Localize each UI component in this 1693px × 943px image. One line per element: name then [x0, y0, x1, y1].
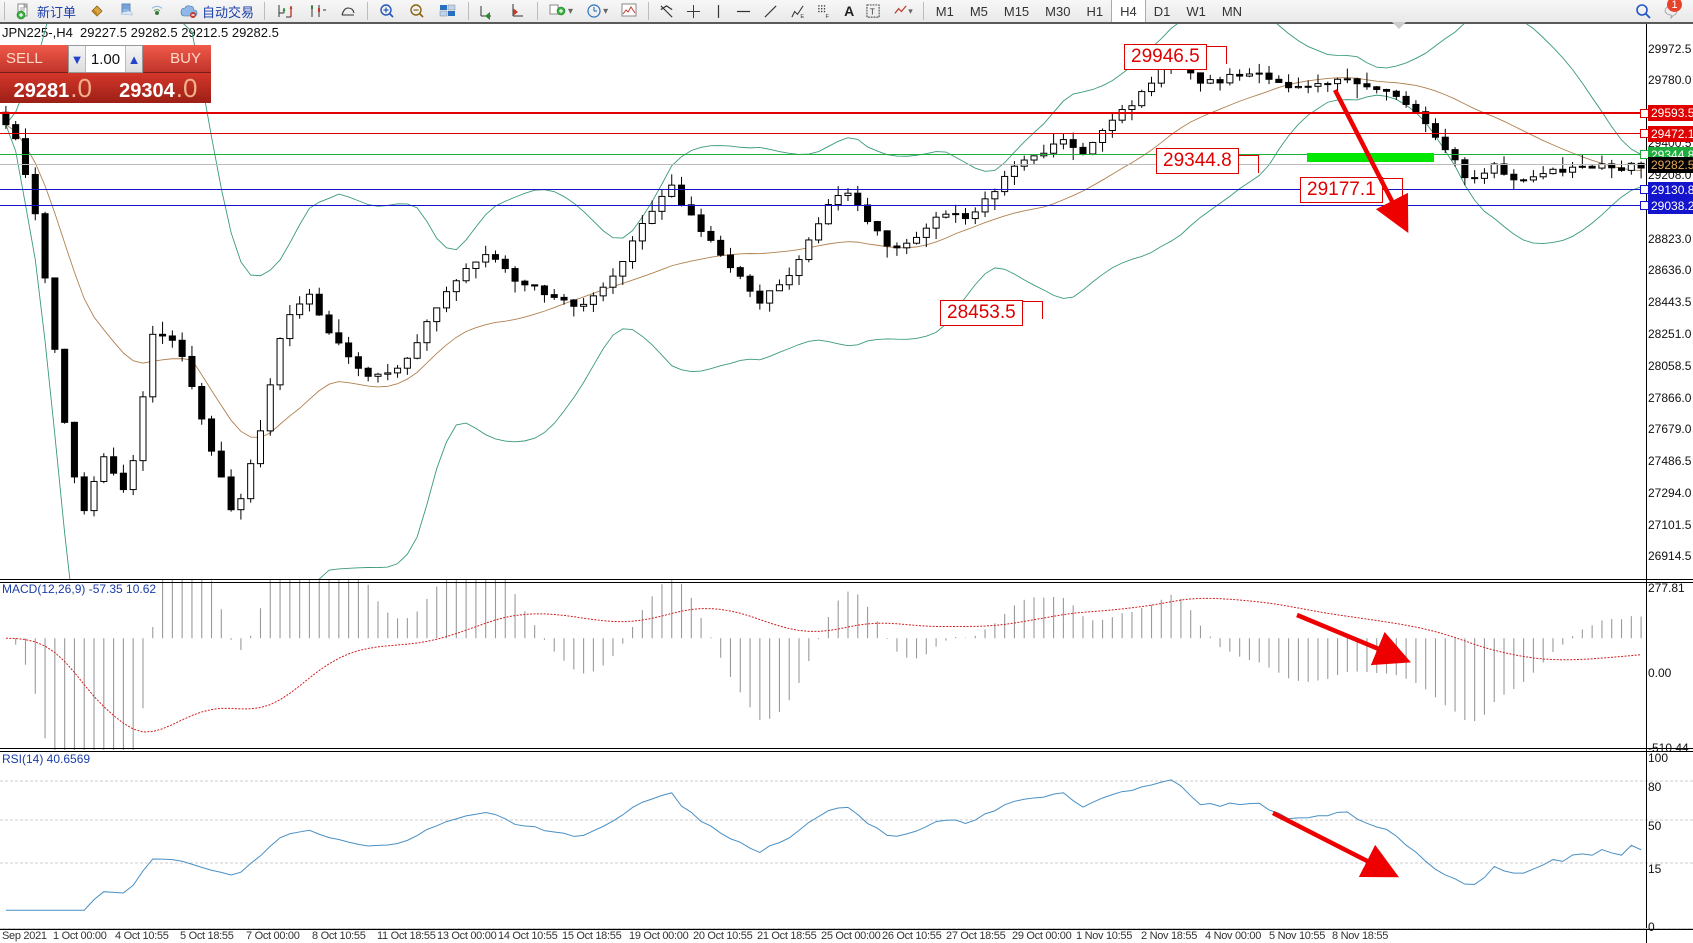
svg-text:E: E — [800, 14, 804, 19]
svg-text:T: T — [870, 6, 875, 16]
svg-text:F: F — [826, 14, 830, 19]
